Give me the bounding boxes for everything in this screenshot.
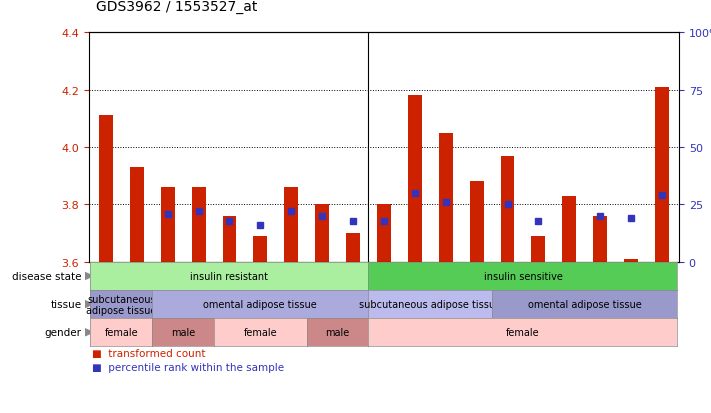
Bar xyxy=(253,237,267,262)
Text: omental adipose tissue: omental adipose tissue xyxy=(203,299,317,309)
Text: subcutaneous
adipose tissue: subcutaneous adipose tissue xyxy=(86,294,156,315)
Bar xyxy=(624,259,638,262)
Text: omental adipose tissue: omental adipose tissue xyxy=(528,299,641,309)
Bar xyxy=(377,205,391,262)
Bar xyxy=(99,116,113,262)
Polygon shape xyxy=(85,301,92,308)
Bar xyxy=(439,133,453,262)
Bar xyxy=(315,205,329,262)
Text: ■  percentile rank within the sample: ■ percentile rank within the sample xyxy=(92,362,284,372)
Text: female: female xyxy=(244,328,277,337)
Bar xyxy=(501,156,515,262)
Text: subcutaneous adipose tissue: subcutaneous adipose tissue xyxy=(359,299,501,309)
Text: ■  transformed count: ■ transformed count xyxy=(92,349,206,358)
Bar xyxy=(223,216,236,262)
Text: female: female xyxy=(105,328,138,337)
Polygon shape xyxy=(85,329,92,336)
Bar xyxy=(531,237,545,262)
Text: female: female xyxy=(506,328,540,337)
Text: male: male xyxy=(171,328,196,337)
Bar xyxy=(408,96,422,262)
Bar xyxy=(562,196,577,262)
Bar xyxy=(191,188,205,262)
Bar xyxy=(284,188,298,262)
Text: insulin sensitive: insulin sensitive xyxy=(483,271,562,281)
Bar xyxy=(470,182,483,262)
Text: GDS3962 / 1553527_at: GDS3962 / 1553527_at xyxy=(96,0,257,14)
Text: male: male xyxy=(326,328,350,337)
Polygon shape xyxy=(85,273,92,280)
Bar xyxy=(593,216,607,262)
Bar xyxy=(130,168,144,262)
Bar xyxy=(161,188,175,262)
Bar xyxy=(346,234,360,262)
Bar xyxy=(655,88,669,262)
Text: disease state: disease state xyxy=(12,271,82,281)
Text: tissue: tissue xyxy=(50,299,82,309)
Text: gender: gender xyxy=(45,328,82,337)
Text: insulin resistant: insulin resistant xyxy=(191,271,269,281)
